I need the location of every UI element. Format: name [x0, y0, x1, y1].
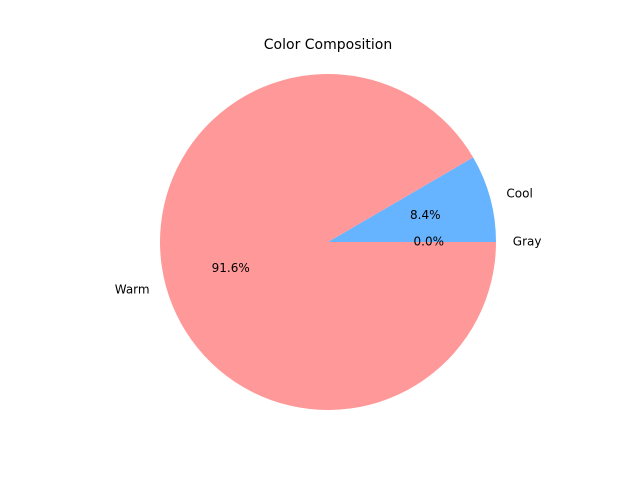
chart-title: Color Composition: [264, 37, 392, 53]
pie-labels: Gray 0.0% Cool 8.4% Warm 91.6%: [115, 186, 542, 296]
slice-pct-gray: 0.0%: [414, 235, 445, 249]
slice-label-cool: Cool: [506, 186, 532, 200]
slice-pct-cool: 8.4%: [410, 208, 441, 222]
slice-label-warm: Warm: [115, 283, 150, 297]
slice-label-gray: Gray: [513, 235, 542, 249]
pie-slices: [160, 73, 496, 410]
pie-slice-warm: [160, 73, 496, 410]
slice-pct-warm: 91.6%: [212, 261, 250, 275]
pie-slice-cool: [328, 157, 496, 242]
